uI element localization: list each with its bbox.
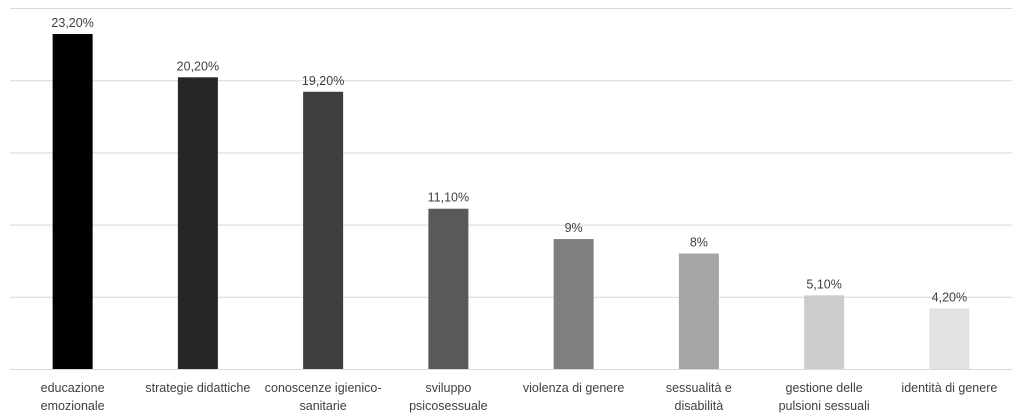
bar-2 [303, 91, 344, 369]
category-label-3-line-0: sviluppo [425, 381, 471, 395]
category-label-0-line-0: educazione [41, 381, 105, 395]
category-label-6-line-1: pulsioni sessuali [779, 399, 870, 413]
data-label-0: 23,20% [51, 16, 93, 30]
data-label-3: 11,10% [428, 191, 469, 205]
data-label-4: 9% [565, 221, 583, 235]
gridlines [10, 8, 1012, 298]
bar-5 [678, 253, 719, 369]
bar-3 [428, 208, 469, 369]
bar-4 [553, 239, 594, 369]
bar-1 [177, 77, 218, 369]
bars [52, 33, 970, 369]
bar-0 [52, 33, 93, 369]
bar-7 [929, 308, 970, 369]
category-label-5-line-0: sessualità e [666, 381, 732, 395]
data-label-5: 8% [690, 235, 708, 249]
data-label-1: 20,20% [177, 59, 219, 73]
category-label-7-line-0: identità di genere [901, 381, 997, 395]
category-labels: educazione emozionale strategie didattiche… [41, 381, 998, 413]
category-label-0-line-1: emozionale [41, 399, 105, 413]
category-label-1-line-0: strategie didattiche [145, 381, 250, 395]
category-label-2-line-0: conoscenze igienico- [265, 381, 382, 395]
category-label-2-line-1: sanitarie [300, 399, 347, 413]
category-label-6-line-0: gestione delle [786, 381, 863, 395]
data-label-2: 19,20% [302, 74, 344, 88]
data-label-6: 5,10% [806, 277, 841, 291]
category-label-3-line-1: psicosessuale [409, 399, 488, 413]
category-label-5-line-1: disabilità [675, 399, 724, 413]
bar-6 [804, 295, 845, 369]
data-label-7: 4,20% [932, 290, 967, 304]
category-label-4-line-0: violenza di genere [523, 381, 625, 395]
data-labels: 23,20% 20,20% 19,20% 11,10% 9% 8% 5,10% 4,20% [51, 16, 967, 304]
